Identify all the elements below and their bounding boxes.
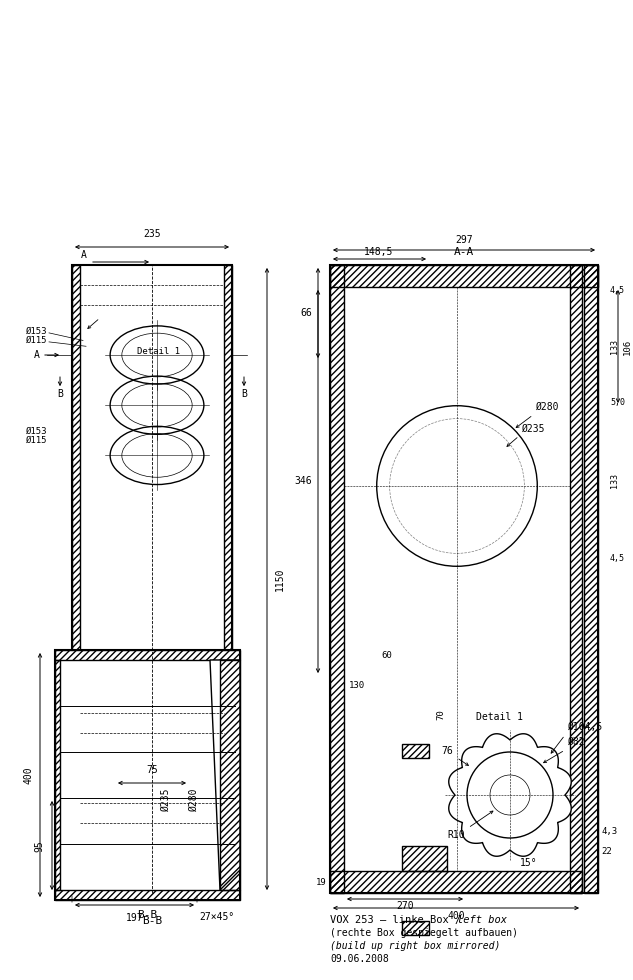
Text: (build up right box mirrored): (build up right box mirrored) — [330, 941, 500, 951]
Text: Ø115: Ø115 — [25, 335, 47, 344]
Text: 1150: 1150 — [275, 567, 285, 591]
Text: 400: 400 — [447, 911, 465, 921]
Text: 235: 235 — [143, 229, 161, 239]
Bar — [402, 921, 429, 935]
Text: 130: 130 — [349, 681, 365, 690]
Text: Ø153: Ø153 — [25, 427, 47, 436]
Bar — [55, 650, 240, 900]
Text: 400: 400 — [23, 766, 33, 784]
Bar — [72, 265, 232, 893]
Text: 133: 133 — [610, 473, 619, 488]
Polygon shape — [210, 660, 240, 890]
Text: Ø235: Ø235 — [161, 788, 171, 811]
Bar — [570, 265, 582, 893]
Text: 197: 197 — [126, 913, 143, 923]
Text: 19: 19 — [316, 877, 327, 887]
Text: Ø104,5: Ø104,5 — [567, 722, 602, 732]
Text: 66: 66 — [300, 308, 312, 318]
Bar — [330, 871, 582, 893]
Text: left box: left box — [457, 915, 507, 925]
Text: A: A — [81, 250, 87, 260]
Text: A: A — [34, 350, 40, 360]
Text: 133: 133 — [610, 338, 619, 354]
Text: 346: 346 — [294, 476, 312, 486]
Polygon shape — [449, 734, 571, 857]
Text: Detail 1: Detail 1 — [137, 348, 180, 357]
Text: B-B: B-B — [142, 916, 162, 926]
Text: 27×45°: 27×45° — [200, 912, 235, 922]
Text: Ø82: Ø82 — [567, 737, 585, 747]
Text: A-A: A-A — [454, 247, 474, 257]
Text: B-B: B-B — [137, 910, 158, 920]
Text: 297: 297 — [455, 235, 473, 245]
Bar — [330, 265, 598, 893]
Text: Ø153: Ø153 — [25, 326, 47, 335]
Bar — [330, 265, 344, 893]
Text: 09.06.2008: 09.06.2008 — [330, 954, 389, 964]
Text: 4,3: 4,3 — [601, 826, 617, 836]
Text: Ø280: Ø280 — [189, 788, 199, 811]
Text: 22: 22 — [601, 847, 611, 856]
Text: Detail 1: Detail 1 — [477, 712, 523, 722]
Bar — [55, 660, 60, 890]
Text: 95: 95 — [34, 840, 44, 852]
Bar — [55, 650, 240, 660]
Text: (rechte Box gespiegelt aufbauen): (rechte Box gespiegelt aufbauen) — [330, 928, 518, 938]
Text: VOX 253 – linke Box /: VOX 253 – linke Box / — [330, 915, 468, 925]
Bar — [220, 660, 240, 890]
Text: 4,5: 4,5 — [610, 285, 625, 295]
Bar — [402, 846, 447, 871]
Text: B: B — [241, 389, 247, 399]
Text: 4,5: 4,5 — [610, 554, 625, 563]
Text: Ø115: Ø115 — [25, 436, 47, 445]
Text: Ø235: Ø235 — [521, 423, 544, 434]
Text: 70: 70 — [436, 710, 445, 720]
Text: B: B — [57, 389, 63, 399]
Bar — [224, 265, 232, 893]
Text: 5,0: 5,0 — [610, 399, 625, 408]
Bar — [55, 890, 240, 900]
Text: R10: R10 — [448, 830, 465, 840]
Text: Ø280: Ø280 — [535, 402, 559, 412]
Bar — [330, 265, 598, 287]
Text: 106: 106 — [623, 338, 632, 355]
Text: 75: 75 — [146, 765, 158, 775]
Bar — [402, 744, 429, 758]
Text: 60: 60 — [382, 651, 392, 660]
Text: 15°: 15° — [520, 858, 537, 868]
Text: 148,5: 148,5 — [365, 247, 394, 257]
Bar — [72, 265, 80, 893]
Text: 76: 76 — [442, 746, 453, 756]
Text: 270: 270 — [396, 901, 414, 911]
Bar — [584, 265, 598, 893]
